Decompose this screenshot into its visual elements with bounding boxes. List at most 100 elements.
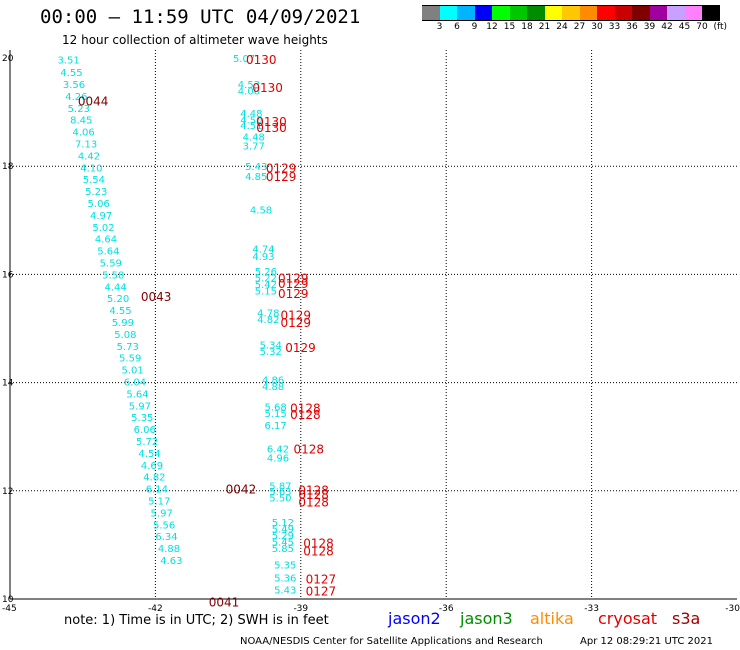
wave-height-value: 4.64 <box>95 235 117 246</box>
wave-height-value: 4.48 <box>243 132 265 143</box>
pass-time-tag: 0041 <box>209 596 240 610</box>
legend-label: 21 <box>538 22 551 32</box>
pass-time-tag: 0128 <box>298 496 329 510</box>
wave-height-value: 4.96 <box>267 453 289 464</box>
wave-height-value: 5.01 <box>121 366 143 377</box>
wave-height-value: 5.17 <box>148 497 170 508</box>
wave-height-value: 5.34 <box>260 341 282 352</box>
pass-time-tag: 0128 <box>290 401 321 415</box>
wave-height-value: 5.54 <box>83 175 105 186</box>
legend-swatch <box>684 5 702 21</box>
legend-swatch <box>614 5 632 21</box>
wave-height-value: 4.82 <box>257 315 279 326</box>
wave-height-value: 4.58 <box>250 205 272 216</box>
legend-label: 70 <box>696 22 708 32</box>
legend-label: 18 <box>521 22 533 32</box>
wave-height-value: 5.08 <box>114 330 136 341</box>
credit-line: NOAA/NESDIS Center for Satellite Applica… <box>240 636 543 647</box>
legend-swatch <box>632 5 650 21</box>
wave-height-value: 6.06 <box>134 425 156 436</box>
wave-height-value: 4.42 <box>78 151 100 162</box>
legend-label: 36 <box>626 22 638 32</box>
lat-tick-label: 12 <box>2 487 13 497</box>
wave-height-value: 5.35 <box>131 413 153 424</box>
wave-height-value: 6.14 <box>146 485 168 496</box>
legend-swatch <box>562 5 580 21</box>
legend-swatch <box>667 5 685 21</box>
legend-swatch <box>544 5 562 21</box>
pass-time-tag: 0129 <box>278 287 309 301</box>
wave-height-value: 5.73 <box>117 342 139 353</box>
wave-height-value: 4.86 <box>262 375 284 386</box>
pass-time-tag: 0128 <box>290 408 321 422</box>
pass-time-tag: 0128 <box>303 544 334 558</box>
wave-height-value: 4.74 <box>252 244 274 255</box>
lon-tick-label: -30 <box>725 604 740 614</box>
wave-height-value: 5.63 <box>269 487 291 498</box>
wave-height-value: 4.06 <box>73 128 95 139</box>
wave-height-value: 4.51 <box>240 121 262 132</box>
legend-swatch <box>509 5 527 21</box>
lat-tick-label: 20 <box>2 54 14 64</box>
legend-swatch <box>597 5 615 21</box>
wave-height-value: 4.26 <box>65 92 87 103</box>
lon-tick-label: -42 <box>148 604 163 614</box>
wave-height-value: 3.77 <box>243 142 265 153</box>
pass-time-tag: 0130 <box>256 115 287 129</box>
wave-height-value: 5.45 <box>272 538 294 549</box>
wave-height-value: 5.50 <box>269 493 291 504</box>
wave-height-value: 4.85 <box>245 172 267 183</box>
satellite-label: cryosat <box>598 609 658 628</box>
wave-height-value: 4.63 <box>160 556 182 567</box>
wave-height-value: 4.53 <box>238 80 260 91</box>
wave-height-value: 5.42 <box>255 280 277 291</box>
wave-height-value: 5.23 <box>68 104 90 115</box>
pass-time-tag: 0128 <box>298 484 329 498</box>
legend-label: 39 <box>643 22 656 32</box>
wave-height-value: 4.00 <box>238 86 260 97</box>
legend-label: 30 <box>591 22 603 32</box>
legend-swatch <box>492 5 510 21</box>
pass-time-tag: 0129 <box>280 316 311 330</box>
wave-height-value: 6.04 <box>124 378 146 389</box>
wave-height-value: 5.43 <box>245 162 267 173</box>
wave-height-value: 4.88 <box>262 382 284 393</box>
pass-time-tag: 0129 <box>266 161 297 175</box>
wave-height-value: 5.56 <box>153 520 175 531</box>
pass-time-tag: 0128 <box>298 488 329 502</box>
wave-height-value: 4.55 <box>60 68 82 79</box>
legend-label: 42 <box>661 22 673 32</box>
legend-swatch <box>702 5 720 21</box>
wave-height-value: 5.49 <box>272 525 294 536</box>
legend-label: 24 <box>556 22 568 32</box>
legend-label: 12 <box>486 22 498 32</box>
wave-height-value: 5.72 <box>136 437 158 448</box>
pass-time-tag: 0127 <box>306 572 337 586</box>
pass-time-tag: 0129 <box>266 170 297 184</box>
pass-time-tag: 0130 <box>252 81 283 95</box>
generation-timestamp: Apr 12 08:29:21 UTC 2021 <box>580 636 713 647</box>
lon-tick-label: -45 <box>2 604 17 614</box>
wave-height-value: 5.97 <box>151 508 173 519</box>
wave-height-value: 5.32 <box>260 347 282 358</box>
legend-label: 45 <box>678 22 691 32</box>
wave-height-value: 5.58 <box>102 270 124 281</box>
legend-swatch <box>649 5 667 21</box>
wave-height-value: 5.64 <box>97 247 119 258</box>
pass-time-tag: 0130 <box>246 53 277 67</box>
wave-height-value: 4.55 <box>109 306 131 317</box>
wave-height-value: 5.97 <box>129 401 151 412</box>
pass-time-tag: 0044 <box>78 95 109 109</box>
wave-height-value: 4.88 <box>158 544 180 555</box>
wave-height-value: 4.82 <box>143 473 165 484</box>
pass-time-tag: 0129 <box>278 277 309 291</box>
wave-height-value: 5.99 <box>112 318 134 329</box>
wave-height-value: 5.68 <box>264 402 286 413</box>
legend-label: 15 <box>503 22 516 32</box>
legend-swatch <box>579 5 597 21</box>
pass-time-tag: 0130 <box>256 121 287 135</box>
map-subtitle: 12 hour collection of altimeter wave hei… <box>62 33 328 47</box>
pass-time-tag: 0127 <box>306 584 337 598</box>
wave-height-value: 5.85 <box>272 544 294 555</box>
